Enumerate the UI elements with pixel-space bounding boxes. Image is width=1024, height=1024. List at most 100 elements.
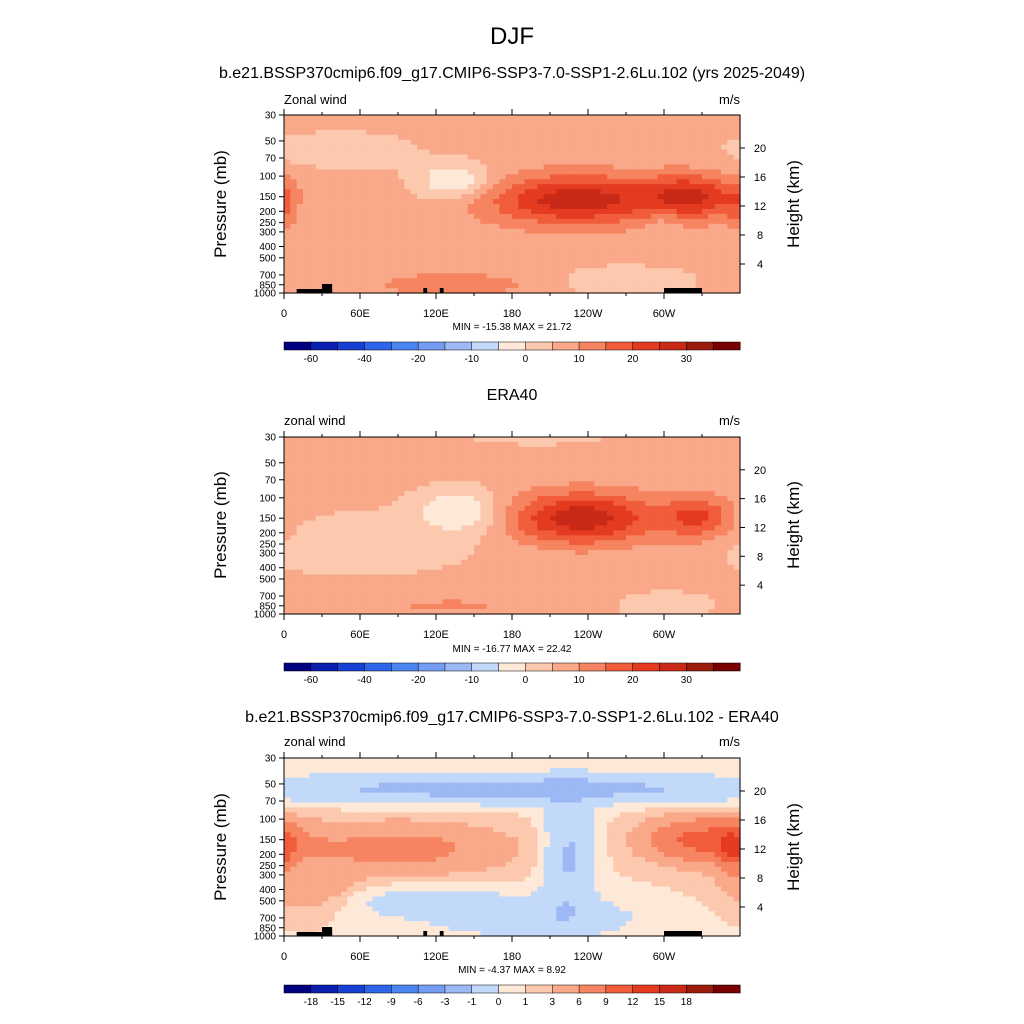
- heatmap-cell: [505, 559, 513, 566]
- heatmap-cell: [284, 144, 291, 151]
- heatmap-cell: [613, 564, 621, 571]
- heatmap-cell: [588, 466, 595, 473]
- heatmap-cell: [702, 574, 709, 581]
- heatmap-cell: [296, 204, 304, 210]
- heatmap-cell: [676, 154, 684, 161]
- heatmap-cell: [385, 471, 393, 477]
- heatmap-cell: [372, 520, 380, 527]
- heatmap-cell: [410, 199, 418, 205]
- heatmap-cell: [290, 476, 298, 482]
- heatmap-cell: [379, 550, 386, 556]
- heatmap-cell: [290, 530, 298, 536]
- heatmap-cell: [391, 525, 399, 532]
- heatmap-cell: [714, 540, 722, 546]
- heatmap-cell: [284, 154, 291, 161]
- heatmap-cell: [391, 258, 399, 264]
- heatmap-cell: [429, 218, 437, 225]
- heatmap-cell: [537, 154, 545, 161]
- heatmap-cell: [505, 486, 513, 492]
- heatmap-cell: [581, 461, 589, 468]
- heatmap-cell: [588, 471, 595, 477]
- heatmap-cell: [328, 144, 336, 151]
- heatmap-cell: [347, 530, 355, 536]
- heatmap-cell: [334, 199, 342, 205]
- heatmap-cell: [284, 491, 291, 497]
- heatmap-cell: [550, 456, 557, 463]
- heatmap-cell: [423, 149, 431, 156]
- heatmap-cell: [664, 584, 671, 591]
- heatmap-cell: [683, 199, 690, 205]
- heatmap-cell: [474, 258, 481, 264]
- heatmap-cell: [296, 208, 304, 215]
- heatmap-cell: [410, 288, 418, 294]
- heatmap-cell: [315, 179, 323, 185]
- heatmap-cell: [341, 559, 348, 566]
- heatmap-cell: [702, 559, 709, 566]
- heatmap-cell: [353, 208, 361, 215]
- heatmap-cell: [727, 258, 735, 264]
- heatmap-cell: [309, 223, 317, 230]
- heatmap-cell: [309, 208, 317, 215]
- heatmap-cell: [334, 535, 342, 541]
- heatmap-cell: [372, 169, 380, 175]
- heatmap-cell: [518, 174, 526, 180]
- heatmap-cell: [322, 213, 329, 220]
- heatmap-cell: [524, 278, 532, 284]
- heatmap-cell: [455, 273, 462, 279]
- heatmap-cell: [714, 584, 722, 591]
- heatmap-cell: [366, 213, 374, 220]
- heatmap-cell: [695, 238, 703, 245]
- heatmap-cell: [455, 456, 462, 463]
- heatmap-cell: [727, 545, 735, 551]
- heatmap-cell: [341, 564, 348, 571]
- heatmap-cell: [613, 525, 621, 532]
- heatmap-cell: [290, 194, 298, 200]
- heatmap-cell: [315, 535, 323, 541]
- heatmap-cell: [664, 535, 671, 541]
- heatmap-cell: [714, 164, 722, 170]
- heatmap-cell: [404, 164, 412, 170]
- heatmap-cell: [588, 437, 595, 443]
- heatmap-cell: [398, 441, 405, 448]
- heatmap-cell: [613, 208, 621, 215]
- heatmap-cell: [670, 273, 678, 279]
- heatmap-cell: [284, 476, 291, 482]
- heatmap-cell: [518, 559, 526, 566]
- heatmap-cell: [512, 263, 519, 269]
- heatmap-cell: [714, 233, 722, 240]
- heatmap-cell: [493, 555, 500, 561]
- heatmap-cell: [423, 579, 431, 586]
- heatmap-cell: [493, 129, 500, 136]
- heatmap-cell: [328, 149, 336, 156]
- heatmap-cell: [474, 263, 481, 269]
- heatmap-cell: [455, 243, 462, 250]
- heatmap-cell: [505, 204, 513, 210]
- heatmap-cell: [676, 115, 684, 121]
- heatmap-cell: [607, 456, 614, 463]
- heatmap-cell: [461, 446, 469, 453]
- heatmap-cell: [524, 194, 532, 200]
- heatmap-cell: [575, 129, 583, 136]
- heatmap-cell: [569, 154, 576, 161]
- heatmap-cell: [721, 179, 728, 185]
- heatmap-cell: [619, 525, 627, 532]
- heatmap-cell: [607, 559, 614, 566]
- heatmap-cell: [309, 115, 317, 121]
- heatmap-cell: [581, 169, 589, 175]
- heatmap-cell: [347, 119, 355, 126]
- heatmap-cell: [657, 248, 665, 255]
- heatmap-cell: [689, 441, 697, 448]
- heatmap-cell: [733, 550, 741, 556]
- heatmap-cell: [727, 466, 735, 473]
- heatmap-cell: [347, 144, 355, 151]
- heatmap-cell: [474, 520, 481, 527]
- heatmap-cell: [619, 559, 627, 566]
- heatmap-cell: [708, 124, 716, 131]
- heatmap-cell: [467, 169, 475, 175]
- heatmap-cell: [543, 456, 551, 463]
- heatmap-cell: [398, 179, 405, 185]
- heatmap-cell: [322, 525, 329, 532]
- heatmap-cell: [499, 535, 507, 541]
- heatmap-cell: [474, 154, 481, 161]
- heatmap-cell: [467, 545, 475, 551]
